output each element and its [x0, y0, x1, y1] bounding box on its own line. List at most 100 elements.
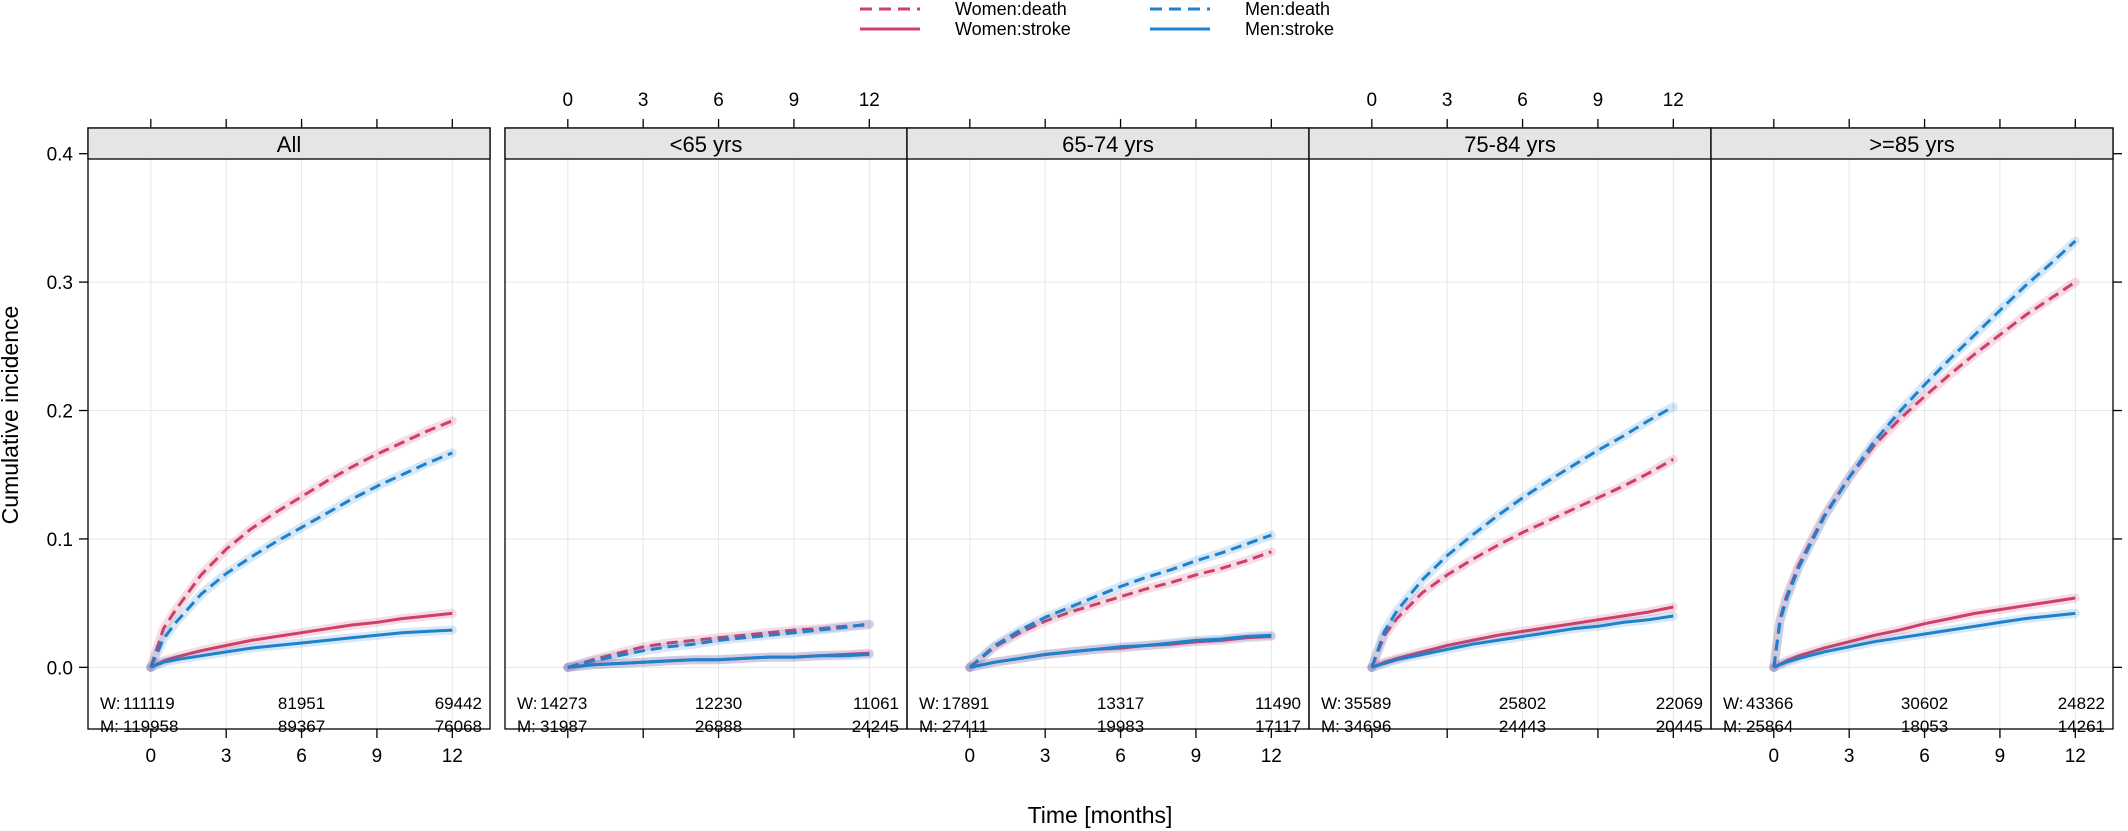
at-risk-count: 24822 — [2058, 694, 2105, 713]
x-tick-label: 0 — [1367, 90, 1378, 111]
at-risk-count: 76068 — [435, 717, 482, 736]
legend-label: Women:death — [955, 0, 1067, 19]
panel-title: 75-84 yrs — [1464, 132, 1556, 157]
x-axis: 0 3 6 9 12 — [1367, 90, 1684, 738]
x-tick-label: 3 — [1040, 746, 1051, 767]
x-tick-label: 9 — [1995, 746, 2006, 767]
x-axis: 0 3 6 9 12 — [1769, 119, 2086, 767]
panel-2: <65 yrs W: M:14273 12230 11061 31987 26888 2424… — [504, 90, 908, 738]
y-tick-label: 0.0 — [47, 658, 73, 679]
x-tick-label: 6 — [1115, 746, 1126, 767]
risk-label-women: W: — [1321, 694, 1341, 713]
series-line — [1773, 611, 2076, 669]
y-tick-label: 0.3 — [47, 273, 73, 294]
series-line — [1773, 596, 2076, 669]
x-tick-label: 0 — [146, 746, 157, 767]
x-tick-label: 9 — [789, 90, 800, 111]
panel-title: <65 yrs — [670, 132, 743, 157]
at-risk-count: 119958 — [123, 717, 178, 736]
at-risk-count: 81951 — [278, 694, 325, 713]
series-line — [567, 623, 870, 669]
risk-label-men: M: — [1723, 717, 1742, 736]
at-risk-count: 14273 — [540, 694, 587, 713]
series-line — [968, 550, 1272, 669]
series-line — [150, 628, 453, 669]
at-risk-count: 11490 — [1255, 694, 1301, 713]
x-tick-label: 3 — [638, 90, 649, 111]
x-axis: 0 3 6 9 12 — [563, 90, 880, 738]
risk-label-women: W: — [100, 694, 120, 713]
at-risk-count: 35589 — [1344, 694, 1391, 713]
at-risk-count: 31987 — [540, 717, 587, 736]
x-tick-label: 0 — [1769, 746, 1780, 767]
at-risk-count: 14261 — [2058, 717, 2105, 736]
series-line — [149, 451, 453, 669]
at-risk-count: 26888 — [695, 717, 742, 736]
at-risk-count: 18053 — [1901, 717, 1948, 736]
risk-label-men: M: — [100, 717, 119, 736]
at-risk-count: 25864 — [1746, 717, 1793, 736]
at-risk-count: 111119 — [123, 694, 175, 713]
panel-strip — [87, 127, 491, 160]
panel-strip — [1308, 127, 1712, 160]
x-tick-label: 6 — [296, 746, 307, 767]
legend-label: Men:stroke — [1245, 19, 1334, 39]
at-risk-count: 34696 — [1344, 717, 1391, 736]
x-axis: 0 3 6 9 12 — [146, 119, 463, 767]
series-line — [149, 419, 453, 668]
panel-strip — [504, 127, 908, 160]
x-tick-label: 12 — [2065, 746, 2086, 767]
series-line — [567, 622, 870, 669]
x-tick-label: 12 — [1261, 746, 1282, 767]
x-tick-label: 12 — [859, 90, 880, 111]
x-tick-label: 9 — [372, 746, 383, 767]
at-risk-count: 89367 — [278, 717, 325, 736]
series-line — [1371, 614, 1674, 669]
x-tick-label: 3 — [1442, 90, 1453, 111]
series-line — [1370, 405, 1675, 668]
risk-label-women: W: — [517, 694, 537, 713]
series-line — [968, 533, 1272, 669]
at-risk-count: 17891 — [942, 694, 989, 713]
x-tick-label: 6 — [713, 90, 724, 111]
series-line — [567, 653, 870, 669]
x-tick-label: 3 — [1844, 746, 1855, 767]
x-axis: 0 3 6 9 12 — [965, 119, 1282, 767]
panel-title: >=85 yrs — [1869, 132, 1955, 157]
x-axis-label: Time [months] — [1028, 802, 1173, 828]
panel-title: 65-74 yrs — [1062, 132, 1154, 157]
x-tick-label: 6 — [1517, 90, 1528, 111]
at-risk-count: 43366 — [1746, 694, 1793, 713]
at-risk-count: 20445 — [1656, 717, 1703, 736]
confidence-band — [1769, 277, 2080, 672]
x-tick-label: 9 — [1593, 90, 1604, 111]
series-line — [1370, 457, 1675, 668]
legend-label: Women:stroke — [955, 19, 1071, 39]
at-risk-count: 22069 — [1656, 694, 1703, 713]
at-risk-count: 19983 — [1097, 717, 1144, 736]
x-tick-label: 0 — [563, 90, 574, 111]
at-risk-count: 27411 — [942, 717, 988, 736]
y-tick-label: 0.1 — [47, 530, 73, 551]
x-tick-label: 3 — [221, 746, 232, 767]
panel-3: 65-74 yrs W: M:17891 13317 11490 27411 19983 17… — [906, 119, 1310, 767]
at-risk-count: 13317 — [1097, 694, 1144, 713]
x-tick-label: 6 — [1919, 746, 1930, 767]
panel-4: 75-84 yrs W: M:35589 25802 22069 34696 24443 20… — [1308, 90, 1712, 738]
y-axis-label: Cumulative incidence — [0, 306, 23, 525]
legend-label: Men:death — [1245, 0, 1330, 19]
at-risk-count: 24443 — [1499, 717, 1546, 736]
panel-title: All — [277, 132, 301, 157]
y-axis: 0.0 0.1 0.2 0.3 0.4 — [47, 145, 2122, 679]
at-risk-count: 17117 — [1255, 717, 1301, 736]
series-line — [1772, 239, 2077, 668]
y-tick-label: 0.2 — [47, 402, 73, 423]
x-tick-label: 12 — [442, 746, 463, 767]
x-tick-label: 9 — [1191, 746, 1202, 767]
risk-label-men: M: — [517, 717, 536, 736]
series-line — [150, 611, 453, 669]
risk-label-men: M: — [919, 717, 938, 736]
